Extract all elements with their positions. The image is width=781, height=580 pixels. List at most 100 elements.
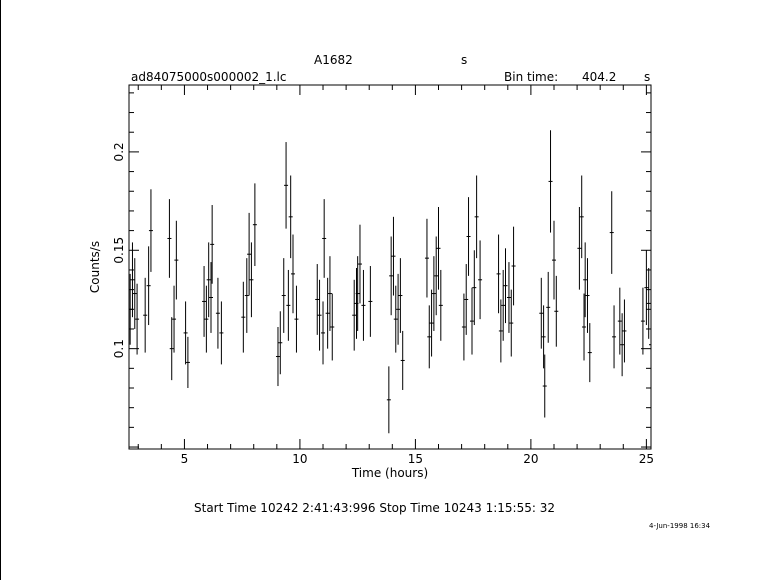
- data-point: [183, 301, 188, 365]
- bin-time-unit: s: [644, 70, 650, 84]
- data-point: [393, 285, 398, 353]
- data-point: [247, 212, 252, 296]
- start-stop-times: Start Time 10242 2:41:43:996 Stop Time 1…: [194, 501, 555, 515]
- y-tick-label: 0.1: [112, 339, 126, 358]
- data-point: [355, 256, 360, 331]
- data-point: [620, 313, 625, 377]
- data-point: [466, 197, 471, 276]
- data-point: [424, 218, 429, 298]
- data-point: [317, 279, 322, 351]
- data-point: [436, 206, 441, 290]
- data-point: [148, 189, 153, 272]
- data-point: [464, 264, 469, 335]
- data-point: [321, 301, 326, 365]
- data-point: [167, 199, 172, 278]
- file-name: ad84075000s000002_1.lc: [131, 70, 287, 84]
- data-point: [617, 287, 622, 355]
- data-point: [438, 269, 443, 341]
- data-point: [135, 283, 140, 355]
- plot-frame: [128, 84, 652, 450]
- data-point: [275, 327, 280, 387]
- data-point: [386, 366, 391, 434]
- data-point: [498, 299, 503, 363]
- data-point: [474, 175, 479, 259]
- data-point: [434, 236, 439, 316]
- data-point: [551, 220, 556, 300]
- data-point: [315, 264, 320, 335]
- data-point: [361, 269, 366, 341]
- data-point: [241, 281, 246, 353]
- data-point: [330, 293, 335, 361]
- data-point: [496, 234, 501, 314]
- data-point: [129, 273, 133, 345]
- x-tick-label: 20: [523, 452, 538, 466]
- data-point: [646, 267, 651, 339]
- y-tick-label: 0.15: [112, 237, 126, 264]
- data-point: [281, 258, 286, 333]
- data-point: [357, 224, 362, 304]
- data-point: [640, 287, 645, 355]
- x-axis-label: Time (hours): [351, 466, 428, 480]
- data-point: [542, 354, 547, 418]
- data-point: [146, 246, 151, 326]
- data-point: [143, 277, 148, 353]
- data-point: [391, 216, 396, 296]
- data-point: [431, 256, 436, 331]
- data-point: [503, 248, 508, 324]
- data-point: [352, 279, 357, 351]
- data-point: [172, 285, 177, 353]
- data-point: [539, 277, 544, 349]
- data-point: [509, 289, 514, 357]
- data-point: [132, 258, 137, 329]
- data-point: [478, 240, 483, 320]
- data-point: [204, 285, 209, 353]
- window-edge: [0, 0, 1, 580]
- data-point: [286, 269, 291, 341]
- x-tick-label: 15: [408, 452, 423, 466]
- data-point: [622, 299, 627, 363]
- data-point: [548, 130, 553, 233]
- y-axis-label: Counts/s: [88, 241, 102, 293]
- data-point: [511, 226, 516, 306]
- data-point: [210, 205, 215, 284]
- data-point: [398, 258, 403, 333]
- data-point: [585, 258, 590, 333]
- data-point: [130, 242, 135, 318]
- data-point: [469, 287, 474, 355]
- data-point: [461, 293, 466, 361]
- data-point: [649, 313, 652, 377]
- data-point: [249, 242, 254, 318]
- data-point: [215, 277, 220, 349]
- data-point: [368, 266, 373, 337]
- object-name: A1682: [314, 53, 353, 67]
- data-point: [252, 183, 257, 267]
- data-point: [400, 330, 405, 390]
- data-point: [612, 305, 617, 369]
- data-point: [284, 142, 289, 229]
- data-point: [327, 256, 332, 331]
- data-point: [290, 234, 295, 314]
- data-point: [541, 305, 546, 369]
- data-point: [244, 258, 249, 333]
- data-point: [322, 199, 327, 278]
- data-point: [389, 236, 394, 316]
- data-point: [325, 277, 330, 349]
- bin-time-label: Bin time:: [504, 70, 558, 84]
- data-point: [577, 206, 582, 290]
- data-point: [506, 262, 511, 333]
- data-point: [185, 336, 190, 389]
- data-point: [587, 323, 592, 383]
- data-point: [554, 275, 559, 347]
- data-point: [174, 220, 179, 300]
- data-point: [644, 250, 649, 326]
- data-point: [294, 285, 299, 353]
- data-point: [579, 175, 584, 259]
- data-point: [472, 250, 477, 326]
- plot-date: 4-Jun-1998 16:34: [649, 522, 711, 530]
- data-point: [278, 311, 283, 375]
- data-point: [219, 301, 224, 365]
- data-point: [546, 271, 551, 343]
- y-tick-label: 0.2: [112, 142, 126, 161]
- data-point: [609, 191, 614, 274]
